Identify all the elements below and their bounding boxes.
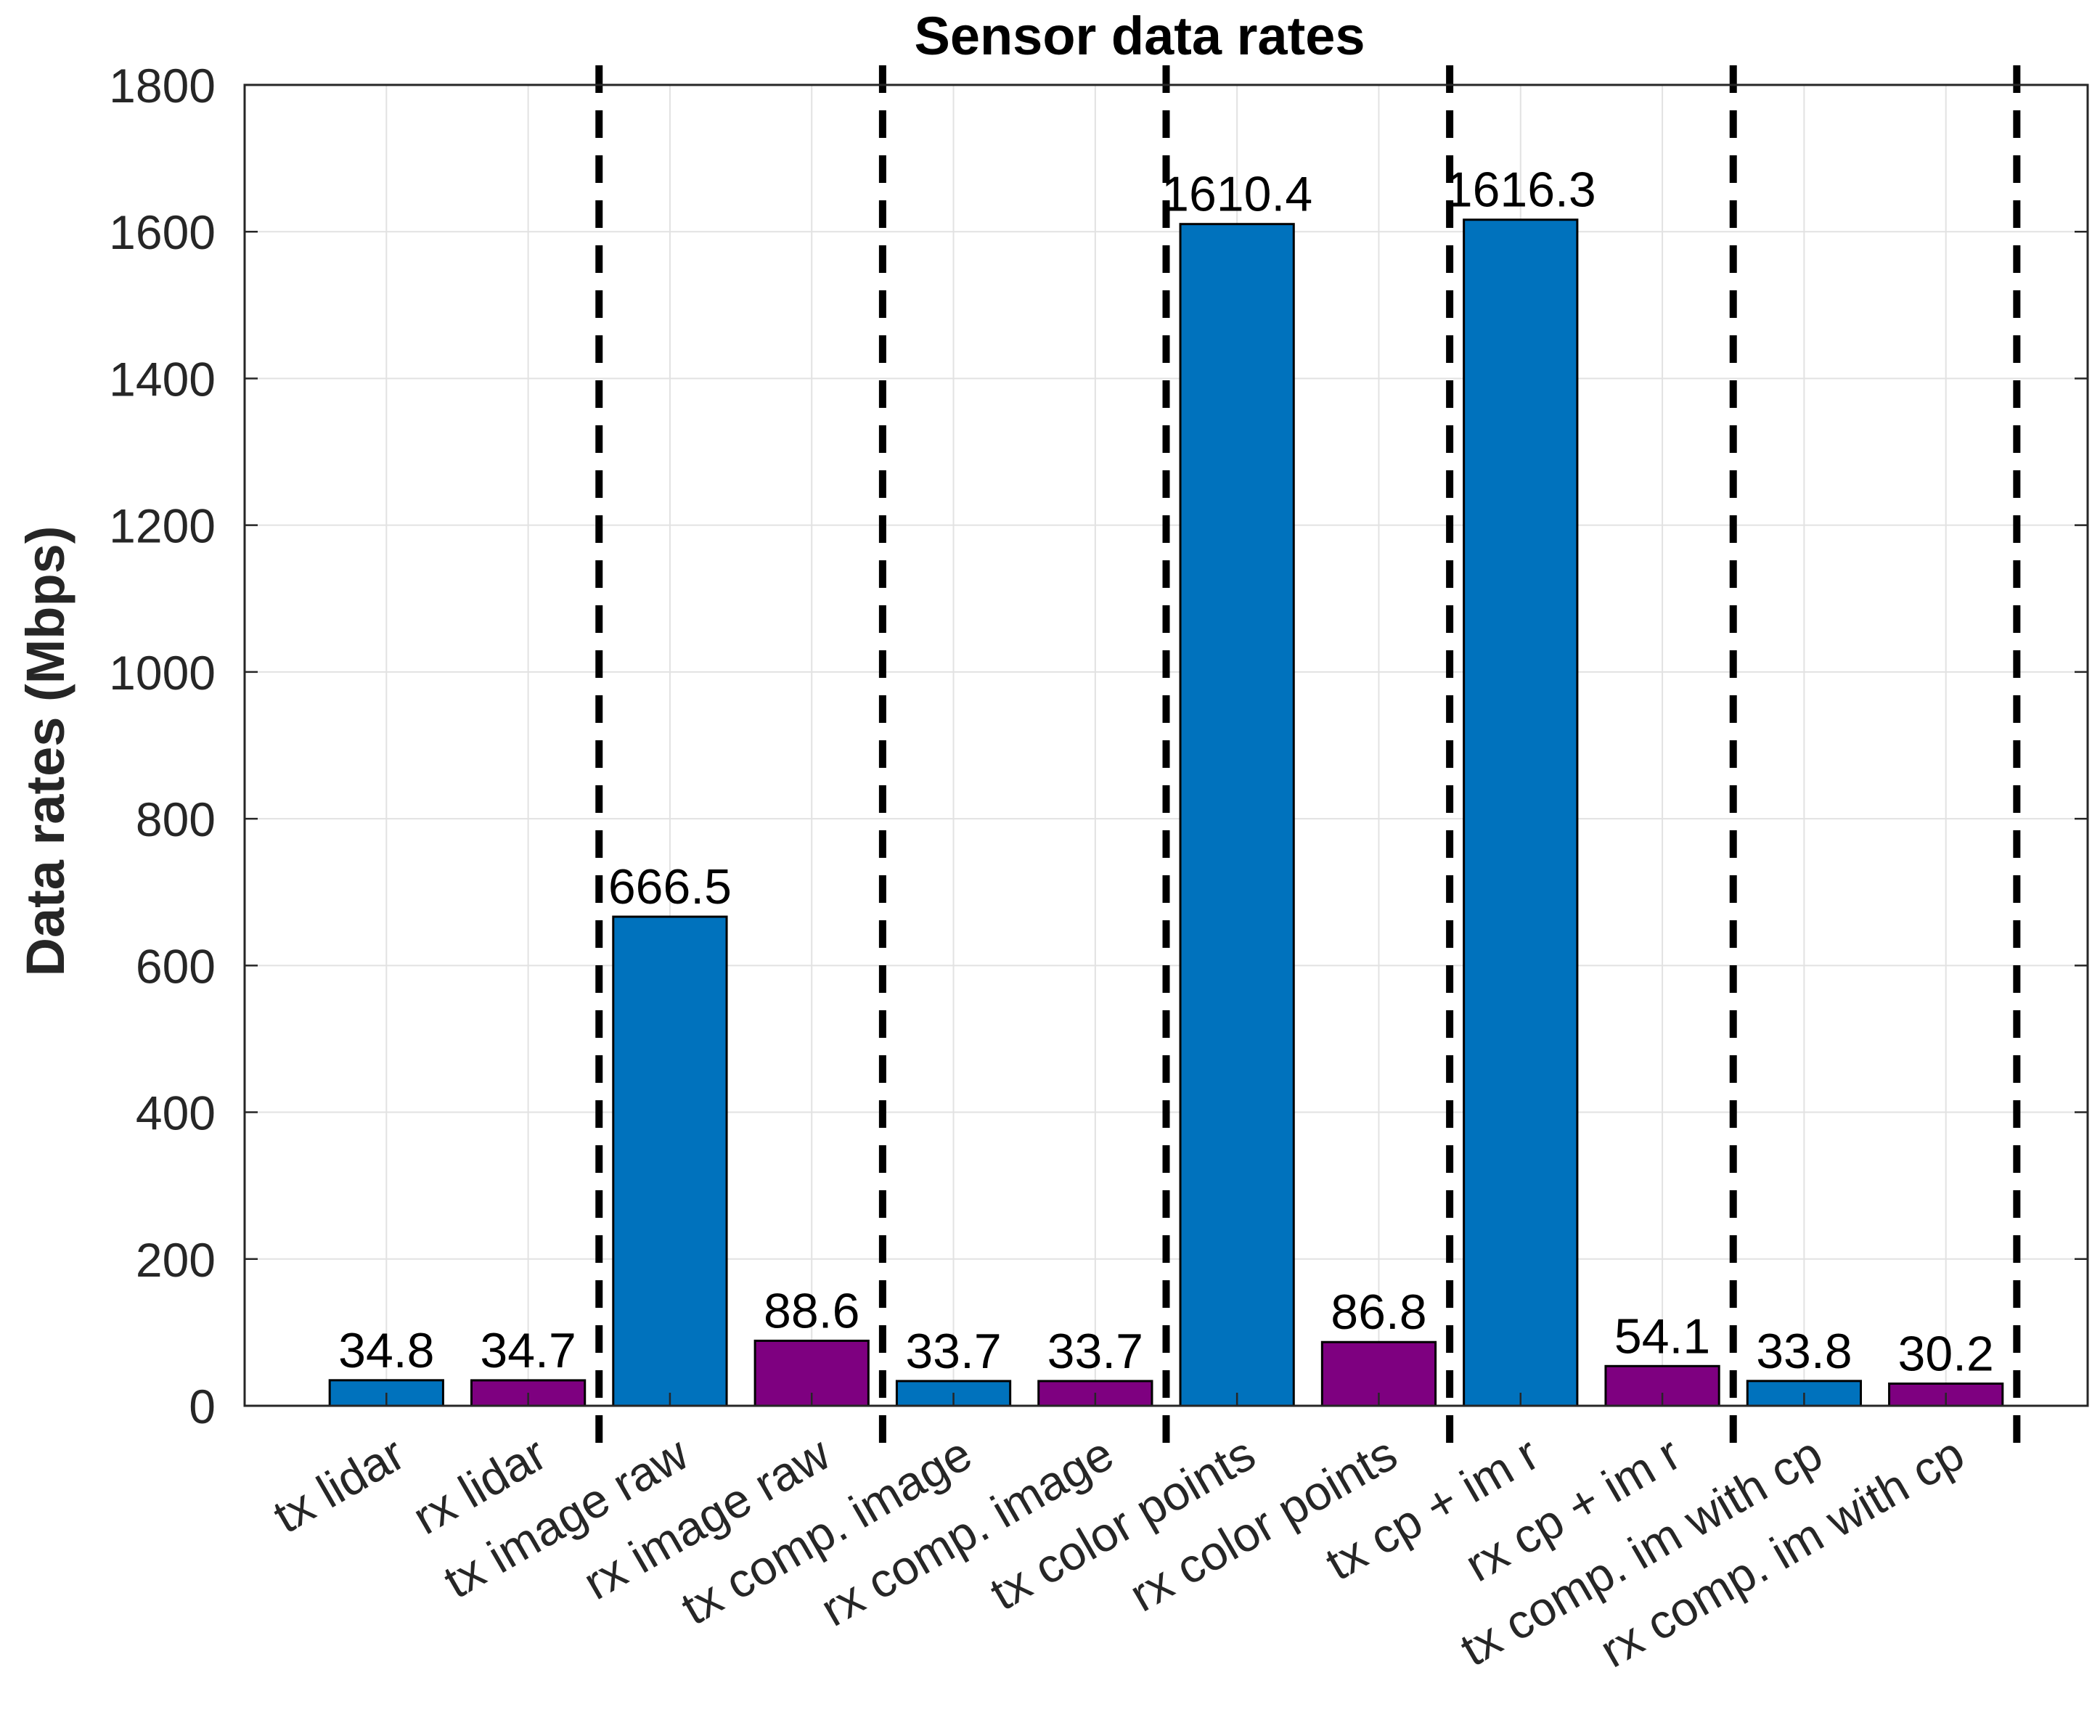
y-tick-label: 600 [136,939,216,993]
value-label: 33.8 [1756,1324,1852,1379]
value-label: 86.8 [1331,1285,1426,1340]
chart-title: Sensor data rates [914,6,1365,66]
x-tick-label: tx lidar [264,1426,413,1543]
value-label: 88.6 [764,1283,859,1338]
y-tick-label: 1600 [109,205,216,259]
value-label: 54.1 [1614,1309,1710,1364]
bar [612,915,728,1407]
value-label: 1616.3 [1445,163,1596,218]
bar [1179,223,1295,1407]
plot-frame [243,83,2089,1407]
y-tick-labels: 0 200 400 600 800 1000 1200 1400 1600 1800 [109,59,216,1433]
y-tick-label: 0 [189,1380,216,1433]
y-tick-label: 1000 [109,646,216,700]
bar [1463,218,1579,1407]
y-tick-label: 800 [136,793,216,846]
value-label: 34.8 [338,1323,434,1378]
value-label: 33.7 [1047,1324,1143,1379]
y-tick-label: 200 [136,1233,216,1287]
y-axis-label: Data rates (Mbps) [15,526,75,977]
value-label: 34.7 [480,1323,576,1378]
y-tick-label: 400 [136,1086,216,1140]
group-separators [595,65,2021,1459]
value-label: 30.2 [1898,1326,1994,1381]
y-tick-label: 1400 [109,352,216,406]
value-labels: 34.8 34.7 666.5 88.6 33.7 33.7 1610.4 86.8 1616.… [338,163,1994,1382]
value-label: 666.5 [608,859,732,914]
bars [328,218,2004,1407]
value-label: 33.7 [905,1324,1001,1379]
axes [243,83,2089,1407]
y-tick-label: 1800 [109,59,216,112]
y-tick-label: 1200 [109,499,216,553]
value-label: 1610.4 [1161,167,1312,222]
